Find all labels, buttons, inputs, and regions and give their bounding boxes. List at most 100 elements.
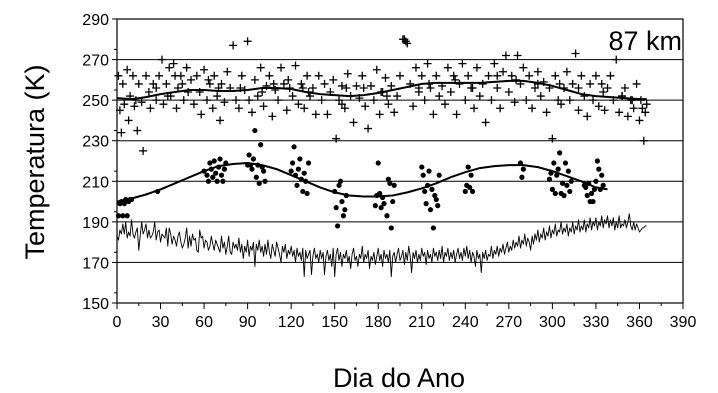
data-point-plus [220, 98, 229, 107]
data-point-plus [247, 108, 256, 117]
data-point-plus [364, 124, 373, 133]
data-point-dot [420, 172, 426, 178]
y-tick-label: 250 [82, 93, 109, 110]
data-point-plus [317, 96, 326, 105]
data-point-plus [458, 59, 467, 68]
data-point-plus [172, 104, 181, 113]
data-point-plus [120, 100, 129, 109]
data-point-plus [335, 96, 344, 105]
data-point-plus [381, 73, 390, 82]
x-tick-label: 0 [113, 314, 122, 331]
series-4-thick-line [116, 162, 608, 203]
data-point-plus [213, 92, 222, 101]
data-point-plus [472, 63, 481, 72]
data-point-plus [142, 71, 151, 80]
data-point-plus [411, 63, 420, 72]
data-point-plus [507, 71, 516, 80]
data-point-plus [440, 100, 449, 109]
data-point-plus [636, 96, 645, 105]
data-point-dot [291, 144, 297, 150]
data-point-dot [375, 160, 381, 166]
data-point-plus [496, 104, 505, 113]
data-point-plus [623, 112, 632, 121]
data-point-plus [114, 71, 123, 80]
data-point-plus [452, 110, 461, 119]
series-layer [114, 35, 651, 278]
data-point-plus [137, 98, 146, 107]
series-1-dot [115, 127, 606, 231]
data-point-plus [533, 67, 542, 76]
data-point-plus [337, 81, 346, 90]
data-point-plus [375, 110, 384, 119]
data-point-dot [305, 160, 312, 166]
data-point-plus [165, 63, 174, 72]
data-point-plus [512, 75, 521, 84]
data-point-dot [422, 188, 428, 195]
data-point-plus [159, 100, 168, 109]
data-point-plus [504, 88, 513, 97]
series-2-thin-line [116, 213, 647, 278]
data-point-plus [568, 79, 577, 88]
data-point-plus [352, 81, 361, 90]
data-point-plus [118, 79, 127, 88]
data-point-plus [641, 108, 650, 117]
data-point-dot [300, 188, 306, 195]
data-point-plus [571, 49, 580, 58]
data-point-plus [542, 108, 551, 117]
fit-curve [116, 162, 608, 203]
data-point-dot [596, 166, 602, 172]
data-point-plus [152, 83, 161, 92]
annotation-altitude: 87 km [608, 26, 682, 56]
data-point-dot [467, 184, 473, 190]
y-tick-label: 190 [82, 215, 109, 232]
data-point-plus [599, 88, 608, 97]
data-point-plus [259, 102, 268, 111]
data-point-plus [169, 59, 178, 68]
data-point-plus [216, 116, 225, 125]
data-point-dot [384, 213, 390, 219]
y-tick-label: 270 [82, 53, 109, 70]
data-point-plus [279, 79, 288, 88]
data-point-plus [134, 79, 143, 88]
data-point-dot [468, 172, 474, 178]
x-tick-label: 90 [239, 314, 257, 331]
data-point-plus [594, 102, 603, 111]
data-point-plus [314, 71, 323, 80]
data-point-dot [435, 203, 441, 209]
data-point-plus [393, 92, 402, 101]
axis-ticks [112, 18, 684, 309]
data-point-plus [130, 102, 139, 111]
data-point-dot [124, 213, 130, 219]
data-point-plus [311, 110, 320, 119]
data-point-plus [525, 71, 534, 80]
data-point-plus [329, 75, 338, 84]
data-point-plus [574, 106, 583, 115]
data-point-plus [574, 83, 583, 92]
x-tick-label: 300 [539, 314, 566, 331]
data-point-plus [382, 92, 391, 101]
data-point-dot [594, 158, 600, 164]
data-point-plus [210, 71, 219, 80]
data-point-plus [369, 96, 378, 105]
data-point-plus [131, 96, 140, 105]
data-point-plus [208, 104, 217, 113]
data-point-dot [588, 190, 595, 197]
data-point-plus [155, 71, 164, 80]
data-point-plus [294, 100, 303, 109]
data-point-dot [388, 225, 394, 231]
data-point-dot [204, 172, 210, 178]
x-tick-label: 240 [452, 314, 479, 331]
data-point-plus [361, 102, 370, 111]
data-point-dot [584, 192, 590, 199]
data-point-plus [197, 110, 206, 119]
data-point-plus [133, 126, 142, 135]
data-point-dot [559, 180, 566, 186]
data-point-plus [232, 96, 241, 105]
data-point-dot [262, 178, 268, 184]
data-point-dot [246, 152, 252, 158]
data-point-dot [340, 213, 346, 219]
data-point-plus [205, 79, 214, 88]
data-point-dot [260, 168, 267, 174]
data-point-plus [152, 96, 161, 105]
x-tick-label: 180 [365, 314, 392, 331]
